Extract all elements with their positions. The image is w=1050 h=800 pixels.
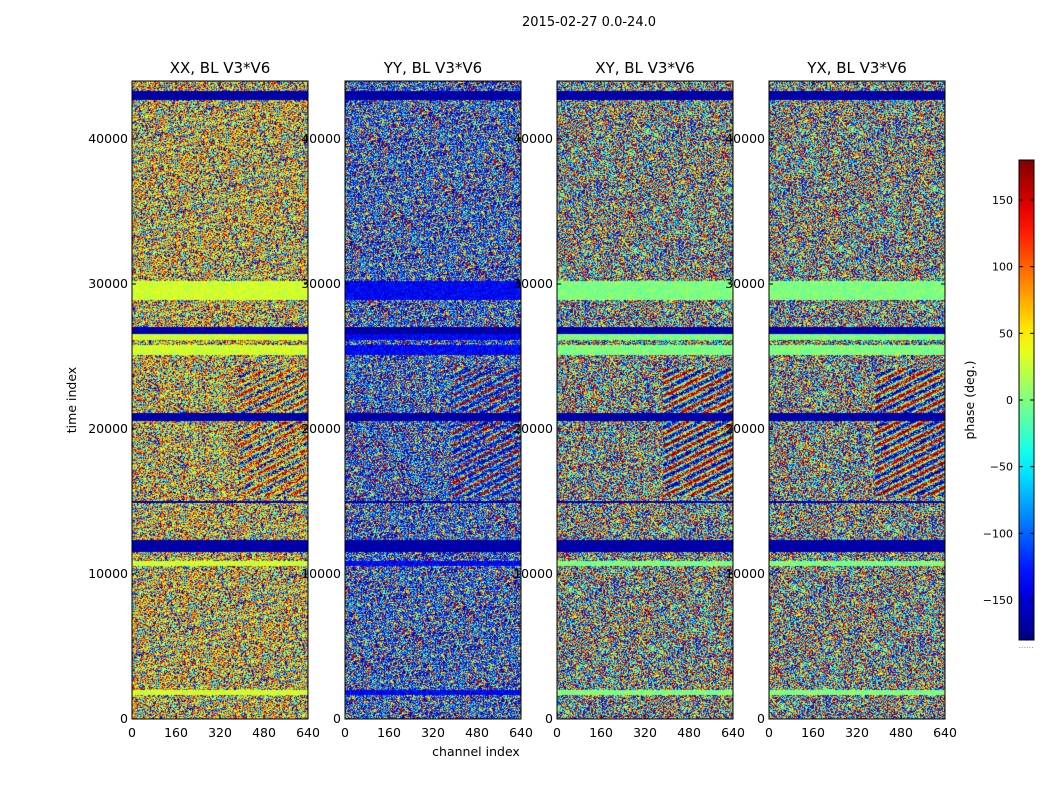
colorbar-tick-label: −100 [983, 527, 1013, 540]
x-tick-label: 160 [801, 725, 825, 740]
colorbar-tick-label: −150 [983, 594, 1013, 607]
x-tick-label: 480 [889, 725, 913, 740]
x-tick-label: 640 [509, 725, 533, 740]
y-tick-label: 40000 [725, 131, 765, 146]
y-tick-label: 0 [757, 711, 765, 726]
x-tick-label: 640 [933, 725, 957, 740]
x-tick-label: 640 [721, 725, 745, 740]
y-tick-label: 0 [120, 711, 128, 726]
x-tick-label: 160 [589, 725, 613, 740]
x-tick-label: 0 [128, 725, 136, 740]
panel-yy: YY, BL V3*V6 0 160 320 480 640 0 10000 20000 3000… [301, 59, 533, 740]
colorbar-tick-label: −50 [990, 461, 1013, 474]
colorbar-footer: ...... [1018, 641, 1033, 650]
y-tick-label: 20000 [301, 421, 341, 436]
heatmap-raster [769, 81, 945, 719]
heatmap-raster [132, 81, 308, 719]
y-tick-label: 20000 [88, 421, 128, 436]
y-tick-label: 30000 [301, 276, 341, 291]
colorbar: 150 100 50 0 −50 −100 −150 [983, 159, 1035, 641]
x-tick-label: 320 [845, 725, 869, 740]
panel-title: YX, BL V3*V6 [806, 59, 907, 77]
x-tick-label: 320 [421, 725, 445, 740]
colorbar-tick-label: 50 [999, 327, 1013, 340]
y-tick-label: 20000 [513, 421, 553, 436]
x-tick-label: 480 [252, 725, 276, 740]
y-tick-label: 30000 [725, 276, 765, 291]
y-tick-label: 30000 [513, 276, 553, 291]
y-tick-label: 0 [545, 711, 553, 726]
panel-xy: XY, BL V3*V6 0 160 320 480 640 0 10000 20000 3000… [513, 59, 745, 740]
x-tick-label: 480 [465, 725, 489, 740]
panel-xx: XX, BL V3*V6 0 160 320 480 640 0 10000 20000 3000… [88, 59, 320, 740]
colorbar-label: phase (deg.) [962, 361, 977, 440]
x-tick-label: 320 [633, 725, 657, 740]
colorbar-tick-label: 150 [992, 194, 1013, 207]
y-tick-label: 40000 [88, 131, 128, 146]
x-tick-label: 160 [164, 725, 188, 740]
heatmap-raster [557, 81, 733, 719]
x-tick-label: 0 [341, 725, 349, 740]
heatmap-raster [345, 81, 521, 719]
x-tick-label: 0 [765, 725, 773, 740]
panel-title: XX, BL V3*V6 [170, 59, 271, 77]
y-tick-label: 0 [333, 711, 341, 726]
x-tick-label: 320 [208, 725, 232, 740]
x-tick-label: 640 [296, 725, 320, 740]
x-tick-label: 160 [377, 725, 401, 740]
y-tick-label: 10000 [513, 566, 553, 581]
panel-yx: YX, BL V3*V6 0 160 320 480 640 0 10000 20000 3000… [725, 59, 957, 740]
colorbar-tick-label: 0 [1006, 394, 1013, 407]
y-tick-label: 40000 [513, 131, 553, 146]
panel-title: YY, BL V3*V6 [383, 59, 482, 77]
y-tick-label: 40000 [301, 131, 341, 146]
x-tick-label: 0 [553, 725, 561, 740]
x-axis-label: channel index [432, 744, 520, 759]
panels-group: XX, BL V3*V6 0 160 320 480 640 0 10000 20000 3000… [88, 59, 957, 740]
y-tick-label: 10000 [725, 566, 765, 581]
panel-title: XY, BL V3*V6 [595, 59, 695, 77]
y-tick-label: 30000 [88, 276, 128, 291]
figure-suptitle: 2015-02-27 0.0-24.0 [522, 15, 656, 30]
y-tick-label: 20000 [725, 421, 765, 436]
colorbar-tick-label: 100 [992, 261, 1013, 274]
x-tick-label: 480 [677, 725, 701, 740]
y-tick-label: 10000 [88, 566, 128, 581]
y-axis-label: time index [64, 367, 79, 433]
y-tick-label: 10000 [301, 566, 341, 581]
